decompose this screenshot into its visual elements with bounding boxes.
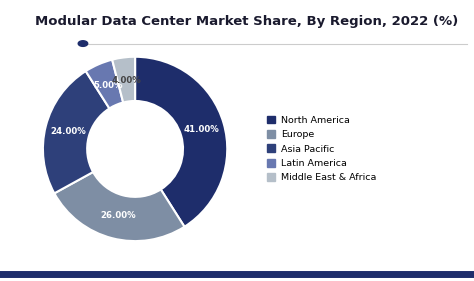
Wedge shape <box>112 57 135 103</box>
Text: 41.00%: 41.00% <box>183 125 219 134</box>
Wedge shape <box>55 172 184 241</box>
Text: PRECEDENCE: PRECEDENCE <box>17 21 61 27</box>
Legend: North America, Europe, Asia Pacific, Latin America, Middle East & Africa: North America, Europe, Asia Pacific, Lat… <box>266 115 376 182</box>
Text: 4.00%: 4.00% <box>111 76 141 85</box>
Text: 26.00%: 26.00% <box>100 211 136 220</box>
Text: RESEARCH: RESEARCH <box>22 43 56 49</box>
Wedge shape <box>135 57 227 227</box>
Wedge shape <box>43 71 109 193</box>
Wedge shape <box>86 60 123 108</box>
Text: 24.00%: 24.00% <box>50 127 86 136</box>
Text: 5.00%: 5.00% <box>93 81 122 90</box>
Text: Modular Data Center Market Share, By Region, 2022 (%): Modular Data Center Market Share, By Reg… <box>35 15 458 28</box>
